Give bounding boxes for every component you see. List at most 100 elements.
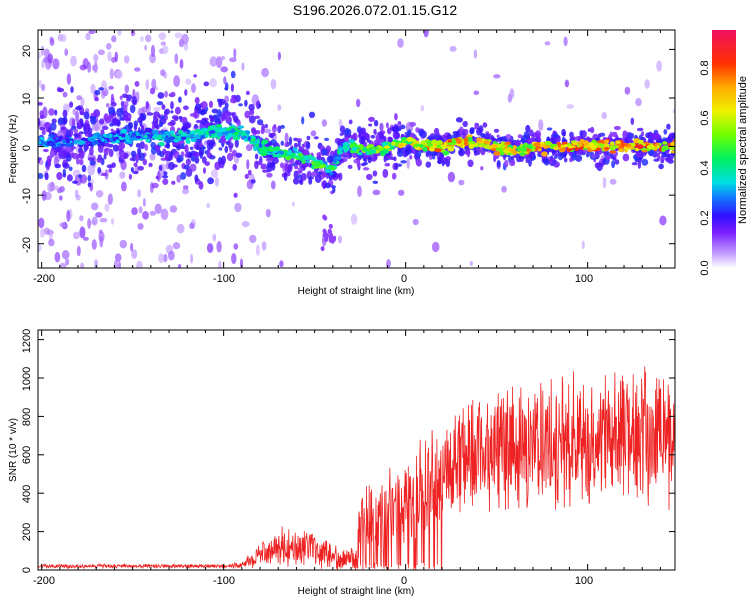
spectrogram-band-blob xyxy=(321,148,328,156)
spectrogram-ridge-blob xyxy=(261,141,267,145)
spectrogram-band-blob xyxy=(103,154,107,160)
spectrogram-noise-blob xyxy=(137,189,142,198)
spectrogram-band-blob xyxy=(69,147,74,152)
spectrogram-ridge-blob xyxy=(272,153,277,158)
spectrogram-noise-blob xyxy=(449,45,457,52)
spectrogram-band-blob xyxy=(664,157,671,162)
spectrogram-ridge-blob xyxy=(100,142,106,147)
spectrogram-band-blob xyxy=(497,136,504,141)
spectrogram-noise-blob xyxy=(398,189,405,196)
spectrogram-band-blob xyxy=(218,147,223,151)
snr-x-tick-label: -100 xyxy=(213,575,235,587)
spectrogram-band-blob xyxy=(62,163,70,169)
spectrogram-ridge-blob xyxy=(276,153,282,158)
spectrogram-band-blob xyxy=(373,128,377,135)
spectrogram-noise-blob xyxy=(265,208,271,218)
spectrogram-x-tick-label: -200 xyxy=(33,273,55,285)
spectrogram-band-blob xyxy=(661,150,667,158)
spectrogram-ridge-blob xyxy=(574,146,579,152)
spectrogram-noise-blob xyxy=(94,259,98,268)
spectrogram-band-blob xyxy=(74,134,81,138)
spectrogram-band-blob xyxy=(184,153,189,158)
spectrogram-band-blob xyxy=(298,146,304,151)
colorbar-label: Normalized spectral amplitude xyxy=(737,76,749,224)
spectrogram-ridge-blob xyxy=(402,139,407,144)
spectrogram-band-blob xyxy=(244,99,248,107)
spectrogram-noise-blob xyxy=(172,242,181,250)
spectrogram-noise-blob xyxy=(79,64,87,71)
spectrogram-ridge-blob xyxy=(553,146,559,151)
spectrogram-band-blob xyxy=(129,104,136,114)
spectrogram-noise-blob xyxy=(123,55,130,64)
spectrogram-noise-blob xyxy=(329,232,333,238)
spectrogram-noise-blob xyxy=(47,53,54,64)
spectrogram-band-blob xyxy=(575,154,583,162)
spectrogram-band-blob xyxy=(235,152,243,158)
spectrogram-band-blob xyxy=(504,159,509,168)
spectrogram-ridge-blob xyxy=(422,147,428,152)
spectrogram-band-blob xyxy=(171,180,176,185)
spectrogram-band-blob xyxy=(385,122,389,129)
spectrogram-band-blob xyxy=(431,154,436,160)
spectrogram-ridge-blob xyxy=(634,147,640,152)
spectrogram-band-blob xyxy=(647,139,654,144)
spectrogram-band-blob xyxy=(528,158,532,167)
spectrogram-noise-blob xyxy=(117,30,122,36)
spectrogram-band-blob xyxy=(166,142,170,149)
spectrogram-band-blob xyxy=(195,119,202,124)
spectrogram-ridge-blob xyxy=(599,139,605,145)
spectrogram-noise-blob xyxy=(70,55,77,67)
spectrogram-ridge-blob xyxy=(158,141,165,147)
spectrogram-band-blob xyxy=(170,91,176,96)
spectrogram-band-blob xyxy=(155,145,161,152)
spectrogram-band-blob xyxy=(561,152,568,156)
spectrogram-ridge-blob xyxy=(662,145,669,151)
spectrogram-noise-blob xyxy=(99,217,108,223)
spectrogram-noise-blob xyxy=(249,234,257,243)
spectrogram-ridge-blob xyxy=(324,168,332,173)
spectrogram-noise-blob xyxy=(397,38,404,48)
spectrogram-ridge-blob xyxy=(180,132,188,137)
spectrogram-ridge-blob xyxy=(215,124,223,128)
spectrogram-band-blob xyxy=(163,171,168,176)
spectrogram-ridge-blob xyxy=(431,139,438,145)
spectrogram-ridge-blob xyxy=(145,138,150,143)
spectrogram-band-blob xyxy=(93,109,101,118)
spectrogram-noise-blob xyxy=(158,32,167,40)
spectrogram-band-blob xyxy=(244,173,249,179)
spectrogram-ridge-blob xyxy=(250,138,256,142)
spectrogram-band-blob xyxy=(306,135,311,141)
spectrogram-band-blob xyxy=(145,127,152,133)
spectrogram-band-blob xyxy=(44,172,49,181)
spectrogram-band-blob xyxy=(653,158,660,162)
spectrogram-ridge-blob xyxy=(638,139,644,144)
spectrogram-band-blob xyxy=(622,130,628,139)
spectrogram-ridge-blob xyxy=(519,152,526,156)
spectrogram-ridge-blob xyxy=(366,148,371,152)
spectrogram-noise-blob xyxy=(72,108,77,116)
spectrogram-noise-blob xyxy=(224,95,230,103)
spectrogram-band-blob xyxy=(658,163,664,170)
spectrogram-ridge-blob xyxy=(654,143,660,146)
spectrogram-noise-blob xyxy=(412,218,419,226)
spectrogram-ridge-blob xyxy=(261,147,269,152)
spectrogram-ridge-blob xyxy=(369,149,377,154)
spectrogram-band-blob xyxy=(337,138,344,144)
spectrogram-band-blob xyxy=(48,158,52,167)
spectrogram-band-blob xyxy=(133,120,138,128)
spectrogram-band-blob xyxy=(415,158,423,167)
spectrogram-band-blob xyxy=(264,123,268,129)
spectrogram-band-blob xyxy=(229,97,237,104)
spectrogram-band-blob xyxy=(288,163,293,172)
spectrogram-band-blob xyxy=(363,161,368,166)
spectrogram-noise-blob xyxy=(176,223,185,234)
spectrogram-noise-blob xyxy=(291,201,295,207)
spectrogram-noise-blob xyxy=(72,231,80,240)
spectrogram-band-blob xyxy=(96,159,102,163)
spectrogram-band-blob xyxy=(193,124,199,129)
spectrogram-band-blob xyxy=(546,127,553,131)
spectrogram-noise-blob xyxy=(386,259,391,268)
spectrogram-band-blob xyxy=(641,131,645,137)
spectrogram-band-blob xyxy=(257,119,264,126)
spectrogram-noise-blob xyxy=(501,185,507,193)
